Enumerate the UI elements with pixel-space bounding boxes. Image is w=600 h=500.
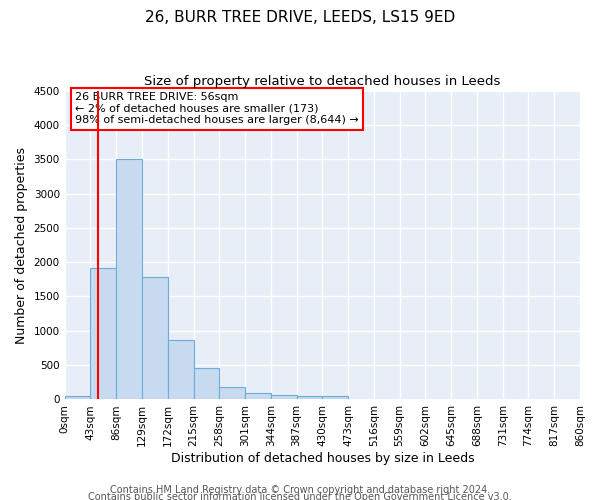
Bar bbox=[116, 159, 142, 400]
Bar bbox=[168, 340, 193, 400]
Bar bbox=[193, 368, 219, 400]
Text: 26, BURR TREE DRIVE, LEEDS, LS15 9ED: 26, BURR TREE DRIVE, LEEDS, LS15 9ED bbox=[145, 10, 455, 25]
Bar bbox=[91, 268, 116, 400]
Text: 26 BURR TREE DRIVE: 56sqm
← 2% of detached houses are smaller (173)
98% of semi-: 26 BURR TREE DRIVE: 56sqm ← 2% of detach… bbox=[75, 92, 359, 126]
Bar bbox=[219, 388, 245, 400]
X-axis label: Distribution of detached houses by size in Leeds: Distribution of detached houses by size … bbox=[170, 452, 474, 465]
Bar bbox=[322, 396, 348, 400]
Bar bbox=[142, 278, 168, 400]
Text: Contains public sector information licensed under the Open Government Licence v3: Contains public sector information licen… bbox=[88, 492, 512, 500]
Bar bbox=[296, 396, 322, 400]
Title: Size of property relative to detached houses in Leeds: Size of property relative to detached ho… bbox=[144, 75, 500, 88]
Bar bbox=[271, 396, 296, 400]
Bar bbox=[245, 392, 271, 400]
Text: Contains HM Land Registry data © Crown copyright and database right 2024.: Contains HM Land Registry data © Crown c… bbox=[110, 485, 490, 495]
Y-axis label: Number of detached properties: Number of detached properties bbox=[15, 146, 28, 344]
Bar bbox=[65, 396, 91, 400]
